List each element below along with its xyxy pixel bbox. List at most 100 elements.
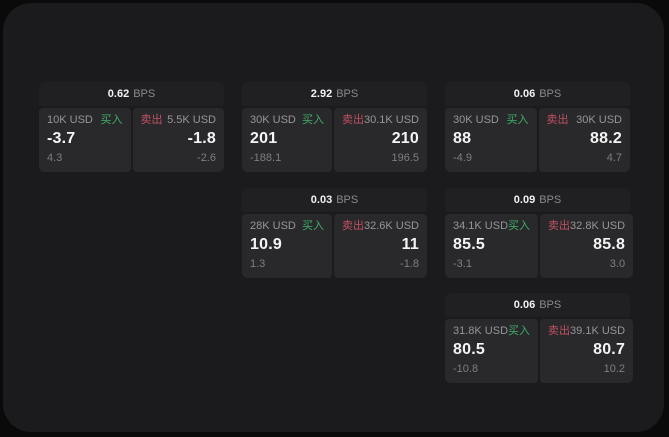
sell-price: 11 xyxy=(401,236,419,253)
buy-side-label[interactable]: 买入 xyxy=(506,114,529,126)
sell-tile[interactable]: 卖出 32.8K USD 85.8 3.0 xyxy=(540,214,634,278)
buy-tile-top: 10K USD 买入 xyxy=(47,114,123,127)
card-header: 0.62 BPS xyxy=(39,82,224,106)
bps-value: 0.62 xyxy=(107,88,130,100)
bps-value: 0.09 xyxy=(513,194,536,206)
buy-amount: 10K USD xyxy=(47,114,93,126)
sell-tile-top: 卖出 30.1K USD xyxy=(342,114,419,127)
sell-tile-top: 卖出 5.5K USD xyxy=(141,114,217,127)
buy-side-label[interactable]: 买入 xyxy=(508,325,531,337)
bps-unit-label: BPS xyxy=(539,194,562,206)
quote-card[interactable]: 0.09 BPS 34.1K USD 买入 85.5 -3.1 卖出 32.8K… xyxy=(445,188,634,278)
buy-price: 88 xyxy=(453,130,472,147)
card-header: 2.92 BPS xyxy=(242,82,427,106)
buy-change: -10.8 xyxy=(453,363,479,375)
sell-tile[interactable]: 卖出 32.6K USD 11 -1.8 xyxy=(333,214,427,278)
card-body: 31.8K USD 买入 80.5 -10.8 卖出 39.1K USD 80.… xyxy=(445,319,634,383)
sell-tile-top: 卖出 32.8K USD xyxy=(548,220,625,233)
bps-unit-label: BPS xyxy=(336,88,359,100)
sell-change: 196.5 xyxy=(391,152,419,164)
buy-tile-top: 34.1K USD 买入 xyxy=(453,220,530,233)
buy-tile[interactable]: 30K USD 买入 88 -4.9 xyxy=(445,108,537,172)
buy-side-label[interactable]: 买入 xyxy=(100,114,123,126)
bps-unit-label: BPS xyxy=(539,88,562,100)
sell-amount: 39.1K USD xyxy=(570,325,626,337)
sell-change: -2.6 xyxy=(197,152,216,164)
quote-card[interactable]: 2.92 BPS 30K USD 买入 201 -188.1 卖出 30.1K … xyxy=(242,82,427,172)
buy-change: 1.3 xyxy=(250,258,266,270)
sell-price: 88.2 xyxy=(590,130,622,147)
buy-amount: 31.8K USD xyxy=(453,325,509,337)
quote-card[interactable]: 0.06 BPS 31.8K USD 买入 80.5 -10.8 卖出 39.1… xyxy=(445,293,634,383)
card-body: 28K USD 买入 10.9 1.3 卖出 32.6K USD 11 -1.8 xyxy=(242,214,427,278)
bps-unit-label: BPS xyxy=(539,299,562,311)
sell-change: 4.7 xyxy=(606,152,622,164)
buy-price: 80.5 xyxy=(453,341,485,358)
card-body: 30K USD 买入 88 -4.9 卖出 30K USD 88.2 4.7 xyxy=(445,108,630,172)
bps-value: 2.92 xyxy=(310,88,333,100)
buy-tile-top: 28K USD 买入 xyxy=(250,220,324,233)
buy-change: -188.1 xyxy=(250,152,282,164)
sell-price: 80.7 xyxy=(593,341,626,358)
sell-price: 85.8 xyxy=(593,236,626,253)
buy-side-label[interactable]: 买入 xyxy=(301,220,324,232)
bps-value: 0.06 xyxy=(513,299,536,311)
buy-price: 85.5 xyxy=(453,236,485,253)
sell-side-label[interactable]: 卖出 xyxy=(140,114,163,126)
buy-tile-top: 30K USD 买入 xyxy=(250,114,324,127)
sell-tile-top: 卖出 30K USD xyxy=(547,114,623,127)
sell-side-label[interactable]: 卖出 xyxy=(341,114,364,126)
sell-price: 210 xyxy=(391,130,419,147)
card-header: 0.06 BPS xyxy=(445,293,630,317)
sell-tile[interactable]: 卖出 39.1K USD 80.7 10.2 xyxy=(540,319,634,383)
buy-price: -3.7 xyxy=(47,130,76,147)
sell-amount: 5.5K USD xyxy=(167,114,216,126)
sell-tile[interactable]: 卖出 30.1K USD 210 196.5 xyxy=(333,108,427,172)
quote-card[interactable]: 0.06 BPS 30K USD 买入 88 -4.9 卖出 30K USD 8… xyxy=(445,82,630,172)
buy-price: 10.9 xyxy=(250,236,282,253)
card-header: 0.03 BPS xyxy=(242,188,427,212)
sell-tile[interactable]: 卖出 30K USD 88.2 4.7 xyxy=(538,108,630,172)
quote-card[interactable]: 0.03 BPS 28K USD 买入 10.9 1.3 卖出 32.6K US… xyxy=(242,188,427,278)
buy-tile[interactable]: 28K USD 买入 10.9 1.3 xyxy=(242,214,332,278)
buy-tile-top: 31.8K USD 买入 xyxy=(453,325,530,338)
bps-unit-label: BPS xyxy=(133,88,156,100)
sell-tile-top: 卖出 39.1K USD xyxy=(548,325,625,338)
sell-amount: 32.8K USD xyxy=(570,220,626,232)
sell-side-label[interactable]: 卖出 xyxy=(341,220,364,232)
buy-change: -3.1 xyxy=(453,258,472,270)
sell-amount: 30K USD xyxy=(576,114,622,126)
card-body: 30K USD 买入 201 -188.1 卖出 30.1K USD 210 1… xyxy=(242,108,427,172)
card-header: 0.06 BPS xyxy=(445,82,630,106)
buy-tile[interactable]: 10K USD 买入 -3.7 4.3 xyxy=(39,108,131,172)
sell-change: 10.2 xyxy=(603,363,626,375)
buy-price: 201 xyxy=(250,130,278,147)
bps-value: 0.06 xyxy=(513,88,536,100)
sell-side-label[interactable]: 卖出 xyxy=(548,325,571,337)
buy-change: -4.9 xyxy=(453,152,472,164)
buy-amount: 28K USD xyxy=(250,220,296,232)
bps-value: 0.03 xyxy=(310,194,333,206)
sell-amount: 30.1K USD xyxy=(363,114,419,126)
sell-price: -1.8 xyxy=(187,130,216,147)
buy-side-label[interactable]: 买入 xyxy=(301,114,324,126)
sell-change: -1.8 xyxy=(400,258,419,270)
buy-tile-top: 30K USD 买入 xyxy=(453,114,529,127)
buy-tile[interactable]: 34.1K USD 买入 85.5 -3.1 xyxy=(445,214,539,278)
buy-tile[interactable]: 31.8K USD 买入 80.5 -10.8 xyxy=(445,319,539,383)
sell-change: 3.0 xyxy=(609,258,626,270)
buy-amount: 34.1K USD xyxy=(453,220,509,232)
main-panel: 0.62 BPS 10K USD 买入 -3.7 4.3 卖出 5.5K USD… xyxy=(3,3,664,432)
buy-change: 4.3 xyxy=(47,152,63,164)
sell-side-label[interactable]: 卖出 xyxy=(548,220,571,232)
buy-amount: 30K USD xyxy=(250,114,296,126)
card-body: 10K USD 买入 -3.7 4.3 卖出 5.5K USD -1.8 -2.… xyxy=(39,108,224,172)
sell-tile-top: 卖出 32.6K USD xyxy=(342,220,419,233)
card-header: 0.09 BPS xyxy=(445,188,630,212)
buy-amount: 30K USD xyxy=(453,114,499,126)
quote-card[interactable]: 0.62 BPS 10K USD 买入 -3.7 4.3 卖出 5.5K USD… xyxy=(39,82,224,172)
sell-tile[interactable]: 卖出 5.5K USD -1.8 -2.6 xyxy=(132,108,224,172)
buy-tile[interactable]: 30K USD 买入 201 -188.1 xyxy=(242,108,332,172)
buy-side-label[interactable]: 买入 xyxy=(508,220,531,232)
sell-side-label[interactable]: 卖出 xyxy=(546,114,569,126)
